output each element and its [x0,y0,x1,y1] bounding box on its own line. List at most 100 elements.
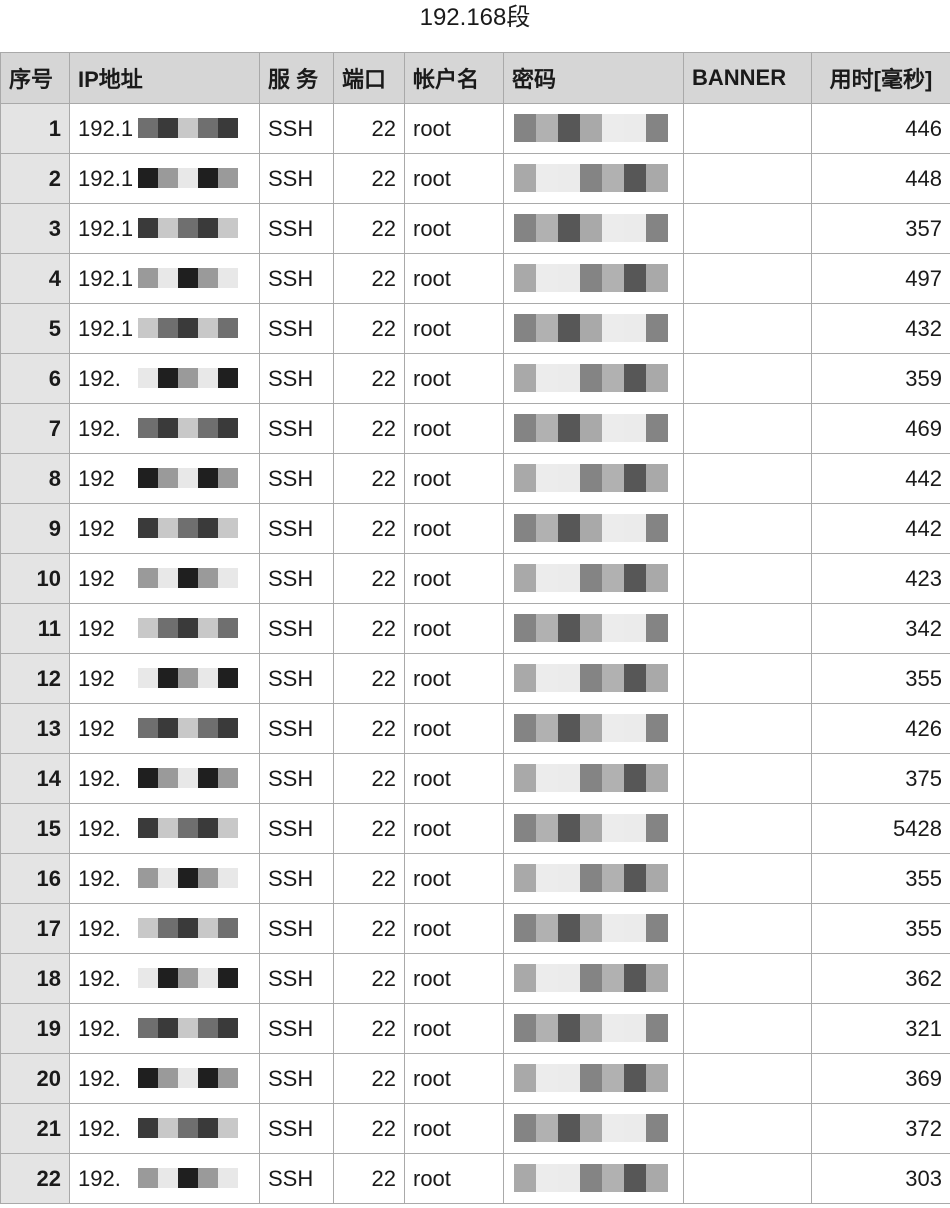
time-ms-cell: 446 [811,103,950,154]
column-header-service[interactable]: 服 务 [259,52,334,104]
time-ms-cell: 497 [811,253,950,304]
service-cell: SSH [259,603,334,654]
table-row[interactable]: 10 192 SSH 22 root 423 [0,553,950,604]
table-row[interactable]: 16 192. SSH 22 root 355 [0,853,950,904]
service-cell: SSH [259,103,334,154]
service-cell: SSH [259,203,334,254]
column-header-ip[interactable]: IP地址 [69,52,260,104]
table-row[interactable]: 13 192 SSH 22 root 426 [0,703,950,754]
table-row[interactable]: 19 192. SSH 22 root 321 [0,1003,950,1054]
table-row[interactable]: 7 192. SSH 22 root 469 [0,403,950,454]
redaction-mosaic [514,664,668,692]
ip-address-cell: 192. [69,1103,260,1154]
banner-cell [683,453,812,504]
redaction-mosaic [138,868,238,888]
ip-address-cell: 192 [69,453,260,504]
ip-address-cell: 192 [69,553,260,604]
redaction-mosaic [138,618,238,638]
redaction-mosaic [138,918,238,938]
ip-address-cell: 192 [69,503,260,554]
column-header-banner[interactable]: BANNER [683,52,812,104]
banner-cell [683,403,812,454]
table-row[interactable]: 11 192 SSH 22 root 342 [0,603,950,654]
time-ms-cell: 469 [811,403,950,454]
table-row[interactable]: 20 192. SSH 22 root 369 [0,1053,950,1104]
ip-address-cell: 192.1 [69,203,260,254]
redaction-mosaic [514,514,668,542]
row-index-cell: 17 [0,903,70,954]
scan-results-table: 序号 IP地址 服 务 端口 帐户名 密码 BANNER 用时[毫秒] 1 192… [0,52,950,1204]
redaction-mosaic [514,114,668,142]
banner-cell [683,1153,812,1204]
time-ms-cell: 321 [811,1003,950,1054]
account-cell: root [404,203,504,254]
account-cell: root [404,1103,504,1154]
banner-cell [683,903,812,954]
service-cell: SSH [259,303,334,354]
column-header-index[interactable]: 序号 [0,52,70,104]
redaction-mosaic [138,668,238,688]
redaction-mosaic [138,968,238,988]
banner-cell [683,603,812,654]
time-ms-cell: 359 [811,353,950,404]
table-row[interactable]: 9 192 SSH 22 root 442 [0,503,950,554]
port-cell: 22 [333,603,405,654]
table-row[interactable]: 18 192. SSH 22 root 362 [0,953,950,1004]
time-ms-cell: 426 [811,703,950,754]
banner-cell [683,503,812,554]
ip-address-cell: 192. [69,953,260,1004]
service-cell: SSH [259,403,334,454]
account-cell: root [404,603,504,654]
account-cell: root [404,303,504,354]
password-cell [503,103,684,154]
account-cell: root [404,253,504,304]
service-cell: SSH [259,1103,334,1154]
table-row[interactable]: 4 192.1 SSH 22 root 497 [0,253,950,304]
service-cell: SSH [259,553,334,604]
password-cell [503,153,684,204]
row-index-cell: 13 [0,703,70,754]
table-row[interactable]: 17 192. SSH 22 root 355 [0,903,950,954]
column-header-port[interactable]: 端口 [333,52,405,104]
ip-address-cell: 192 [69,603,260,654]
redaction-mosaic [138,568,238,588]
table-row[interactable]: 21 192. SSH 22 root 372 [0,1103,950,1154]
banner-cell [683,153,812,204]
service-cell: SSH [259,803,334,854]
row-index-cell: 9 [0,503,70,554]
banner-cell [683,1103,812,1154]
column-header-time[interactable]: 用时[毫秒] [811,52,950,104]
table-row[interactable]: 3 192.1 SSH 22 root 357 [0,203,950,254]
redaction-mosaic [514,564,668,592]
port-cell: 22 [333,253,405,304]
account-cell: root [404,553,504,604]
redaction-mosaic [138,418,238,438]
account-cell: root [404,903,504,954]
column-header-password[interactable]: 密码 [503,52,684,104]
table-row[interactable]: 14 192. SSH 22 root 375 [0,753,950,804]
table-row[interactable]: 15 192. SSH 22 root 5428 [0,803,950,854]
ip-address-cell: 192 [69,653,260,704]
column-header-account[interactable]: 帐户名 [404,52,504,104]
ip-address-cell: 192. [69,353,260,404]
redaction-mosaic [138,168,238,188]
redaction-mosaic [514,614,668,642]
account-cell: root [404,853,504,904]
password-cell [503,553,684,604]
redaction-mosaic [514,814,668,842]
table-row[interactable]: 5 192.1 SSH 22 root 432 [0,303,950,354]
service-cell: SSH [259,953,334,1004]
banner-cell [683,303,812,354]
password-cell [503,1053,684,1104]
table-row[interactable]: 8 192 SSH 22 root 442 [0,453,950,504]
ip-address-cell: 192. [69,853,260,904]
row-index-cell: 5 [0,303,70,354]
table-row[interactable]: 6 192. SSH 22 root 359 [0,353,950,404]
table-row[interactable]: 12 192 SSH 22 root 355 [0,653,950,704]
redaction-mosaic [138,1118,238,1138]
table-row[interactable]: 22 192. SSH 22 root 303 [0,1153,950,1204]
password-cell [503,353,684,404]
table-row[interactable]: 2 192.1 SSH 22 root 448 [0,153,950,204]
table-row[interactable]: 1 192.1 SSH 22 root 446 [0,103,950,154]
password-cell [503,903,684,954]
